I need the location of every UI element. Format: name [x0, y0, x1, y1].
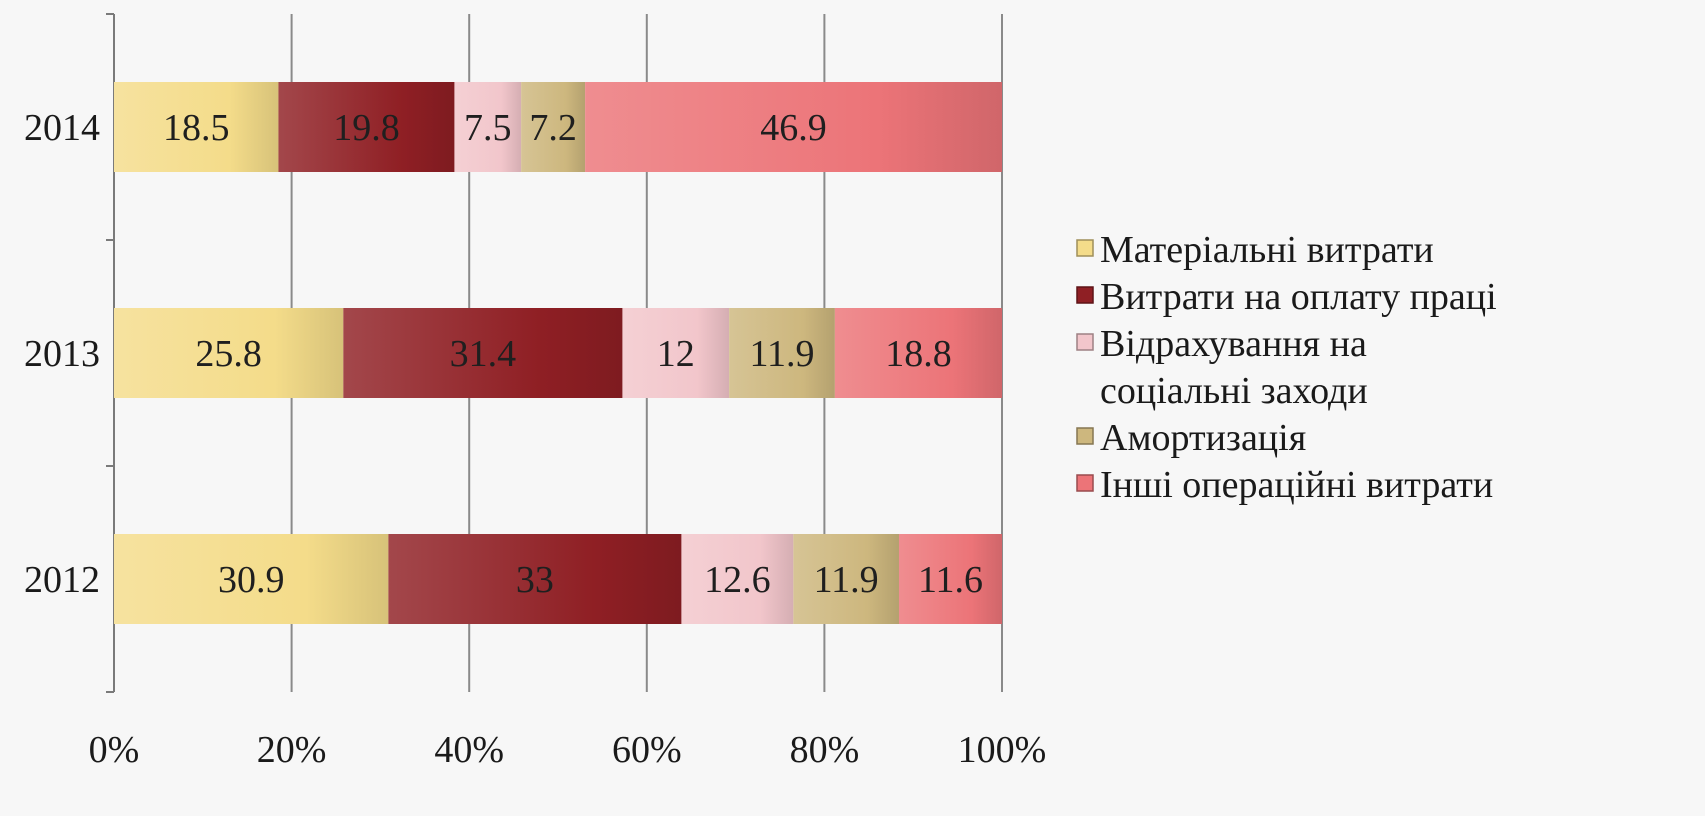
legend-label: Інші операційні витрати: [1100, 464, 1493, 506]
data-label: 46.9: [760, 107, 827, 149]
data-label: 7.5: [464, 107, 512, 149]
legend-swatch: [1076, 239, 1094, 257]
bar-segment: [521, 82, 586, 172]
data-label: 11.6: [918, 559, 983, 601]
data-label: 11.9: [814, 559, 879, 601]
data-label: 12: [657, 333, 695, 375]
bar-segment: [729, 308, 835, 398]
legend-label: Амортизація: [1100, 417, 1306, 459]
data-label: 19.8: [333, 107, 400, 149]
data-label: 18.8: [885, 333, 952, 375]
data-labels: 18.5 19.8 7.5 7.2 46.9 25.8 31.4 12 11.9 18.8 30.9…: [163, 107, 983, 601]
bar-segment: [343, 308, 623, 398]
data-label: 30.9: [218, 559, 285, 601]
data-label: 11.9: [749, 333, 814, 375]
bar-segment: [114, 308, 344, 398]
legend-label: Відрахування на: [1100, 323, 1367, 365]
legend-label: соціальні заходи: [1100, 370, 1368, 412]
x-tick-label: 80%: [790, 729, 860, 771]
bar-segment: [388, 534, 682, 624]
data-label: 18.5: [163, 107, 230, 149]
bar-segment: [278, 82, 455, 172]
y-category-label: 2012: [24, 559, 100, 601]
bar-segment: [834, 308, 1002, 398]
data-label: 33: [516, 559, 554, 601]
x-tick-label: 20%: [257, 729, 327, 771]
bar-segment: [793, 534, 899, 624]
y-category-label: 2014: [24, 107, 100, 149]
legend-label: Витрати на оплату праці: [1100, 276, 1497, 318]
data-label: 31.4: [450, 333, 517, 375]
bar-segment: [898, 534, 1002, 624]
x-tick-label: 40%: [434, 729, 504, 771]
bar-segment: [681, 534, 794, 624]
legend-swatch: [1076, 333, 1094, 351]
bars: [114, 82, 1002, 624]
bar-segment: [585, 82, 1002, 172]
x-tick-label: 60%: [612, 729, 682, 771]
data-label: 12.6: [704, 559, 771, 601]
x-tick-label: 0%: [89, 729, 140, 771]
data-label: 25.8: [195, 333, 262, 375]
bar-segment: [114, 82, 279, 172]
bar-segment: [114, 534, 389, 624]
bar-segment: [622, 308, 730, 398]
legend-swatch: [1076, 427, 1094, 445]
legend-swatch: [1076, 474, 1094, 492]
legend-label: Матеріальні витрати: [1100, 229, 1434, 271]
y-category-label: 2013: [24, 333, 100, 375]
data-label: 7.2: [529, 107, 577, 149]
legend-swatch: [1076, 286, 1094, 304]
bar-segment: [454, 82, 522, 172]
x-tick-label: 100%: [958, 729, 1047, 771]
legend: Матеріальні витрати Витрати на оплату пра…: [1076, 229, 1497, 506]
